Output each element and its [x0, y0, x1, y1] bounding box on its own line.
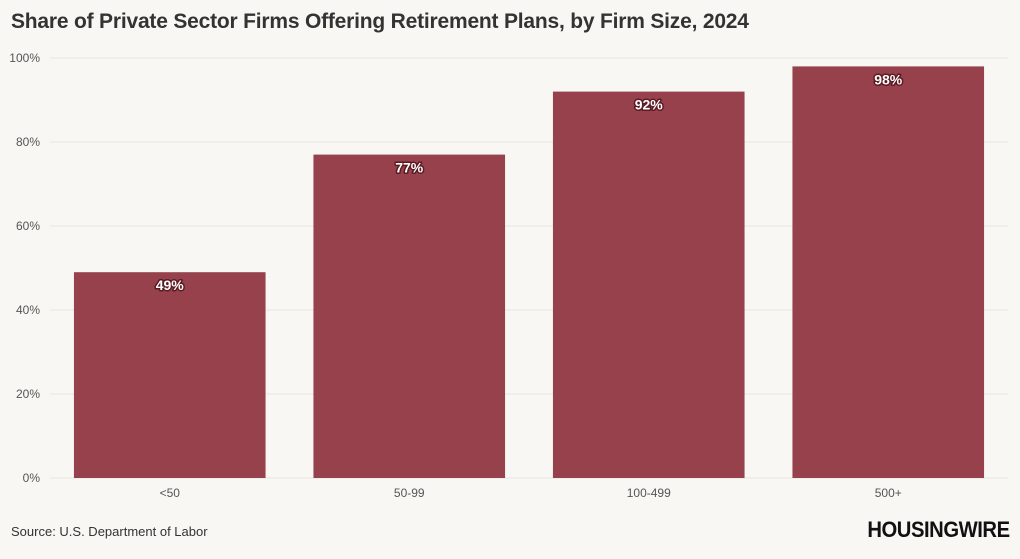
y-tick-label: 0%	[23, 471, 41, 485]
data-label: 98%	[874, 71, 903, 87]
x-tick-label: 50-99	[394, 486, 425, 500]
data-label: 77%	[395, 160, 424, 176]
data-label: 49%	[156, 277, 185, 293]
data-labels: 49% 77% 92% 98%	[154, 70, 904, 295]
bar	[792, 66, 985, 479]
x-tick-label: 100-499	[627, 486, 671, 500]
y-tick-label: 80%	[16, 135, 40, 149]
data-label: 92%	[635, 97, 664, 113]
bar	[552, 91, 745, 478]
chart-title: Share of Private Sector Firms Offering R…	[11, 10, 749, 33]
x-tick-label: 500+	[875, 486, 902, 500]
x-tick-label: <50	[160, 486, 181, 500]
y-tick-label: 60%	[16, 219, 40, 233]
y-tick-label: 20%	[16, 387, 40, 401]
bar	[313, 154, 506, 478]
source-note: Source: U.S. Department of Labor	[11, 524, 208, 539]
y-tick-label: 100%	[9, 51, 40, 65]
x-axis-tick-labels: <50 50-99 100-499 500+	[160, 486, 902, 500]
bar	[73, 272, 266, 478]
bars	[73, 66, 985, 479]
y-axis-tick-labels: 0% 20% 40% 60% 80% 100%	[9, 51, 40, 485]
housingwire-logo: HOUSINGWIRE	[867, 517, 1011, 542]
y-tick-label: 40%	[16, 303, 40, 317]
